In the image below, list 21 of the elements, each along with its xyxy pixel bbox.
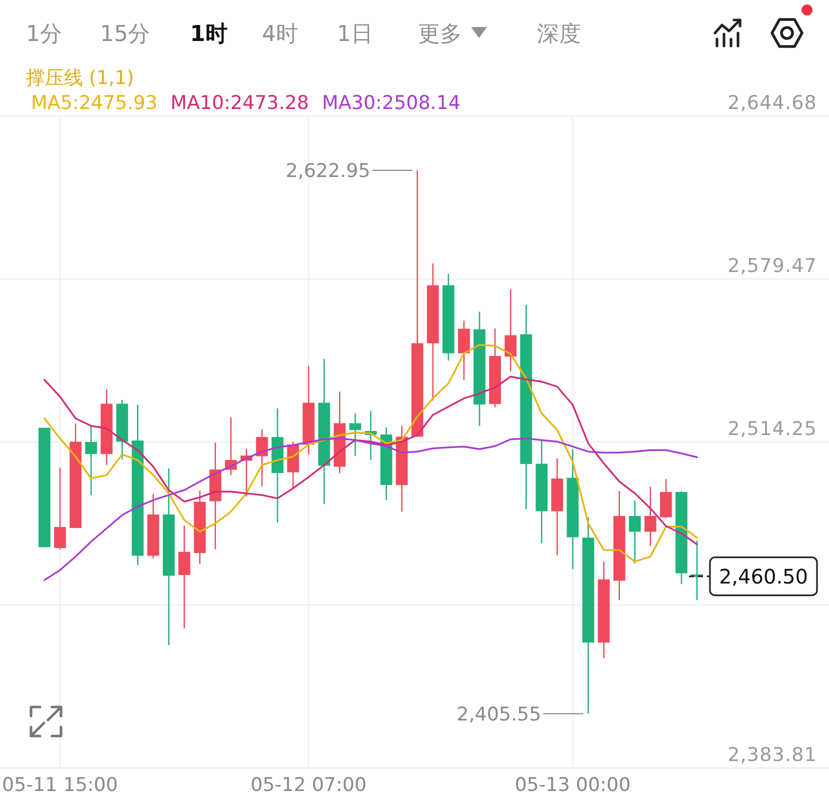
y-tick-label: 2,644.68: [728, 92, 817, 114]
text: 深度: [537, 22, 581, 47]
text: 2,460.50: [718, 564, 808, 589]
annotation: 2,405.55: [456, 703, 542, 726]
text: MA30:2508.14: [322, 92, 461, 114]
text: 1日: [337, 22, 373, 47]
text: 1分: [26, 22, 62, 47]
y-tick-label: 2,383.81: [728, 744, 817, 766]
text: 4时: [262, 22, 298, 47]
y-tick-label: 2,514.25: [728, 418, 817, 440]
text: MA5:2475.93: [31, 92, 158, 114]
x-tick-label: 05-12 07:00: [250, 774, 367, 795]
text: 15分: [100, 22, 150, 47]
annotation: 2,622.95: [286, 160, 370, 182]
text: 更多: [418, 22, 462, 47]
legend-title: 撑压线 (1,1): [26, 67, 134, 89]
x-tick-label: 05-11 15:00: [2, 774, 118, 795]
text: 1时: [190, 22, 228, 47]
y-tick-label: 2,579.47: [728, 254, 817, 277]
x-tick-label: 05-13 00:00: [514, 774, 631, 795]
text: MA10:2473.28: [170, 92, 309, 114]
